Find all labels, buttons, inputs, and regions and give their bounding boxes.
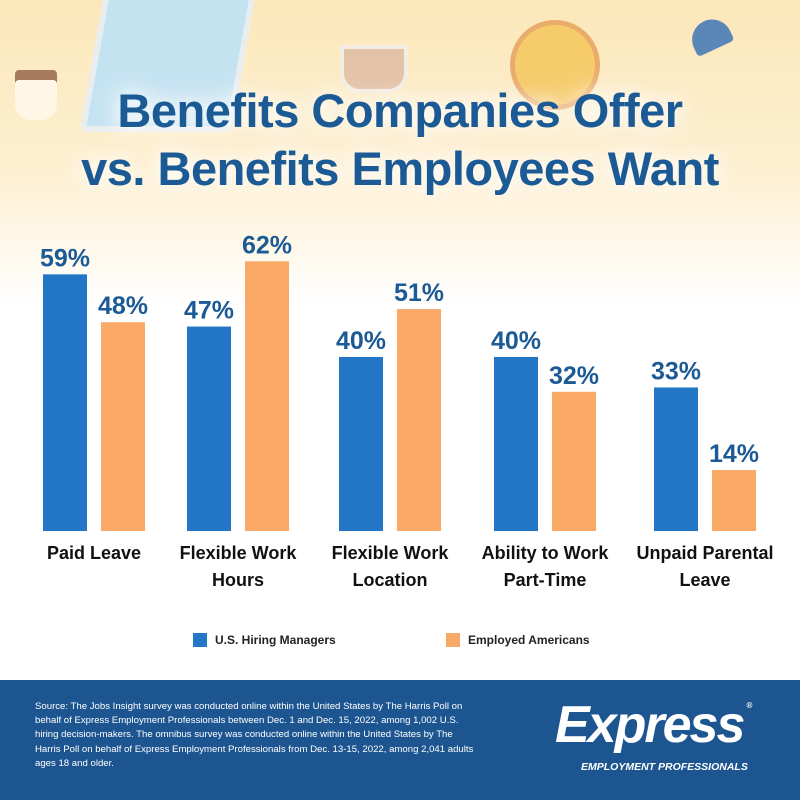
category-label: Ability to Work	[482, 543, 610, 563]
legend-label: U.S. Hiring Managers	[215, 633, 336, 647]
legend-swatch-orange	[446, 633, 460, 647]
bar	[101, 322, 145, 531]
coffee-cup-illustration	[15, 70, 57, 120]
category-label: Flexible Work	[180, 543, 298, 563]
data-label: 33%	[651, 357, 701, 385]
pizza-illustration	[510, 20, 600, 110]
category-label: Part-Time	[504, 570, 587, 590]
footer: Source: The Jobs Insight survey was cond…	[0, 680, 800, 800]
data-label: 62%	[242, 231, 292, 259]
data-label: 59%	[40, 244, 90, 272]
bar	[187, 326, 231, 531]
category-label: Flexible Work	[332, 543, 450, 563]
bar	[43, 274, 87, 531]
category-label: Unpaid Parental	[636, 543, 773, 563]
legend-item-hiring-managers: U.S. Hiring Managers	[193, 633, 336, 647]
bar-chart: 59% 48% Paid Leave 47% 62% Flexible Work Hours…	[40, 231, 774, 590]
category-label: Paid Leave	[47, 543, 141, 563]
source-note: Source: The Jobs Insight survey was cond…	[35, 701, 474, 769]
legend-item-employed-americans: Employed Americans	[446, 633, 590, 647]
bar	[712, 470, 756, 531]
bar	[552, 391, 596, 531]
data-label: 40%	[336, 327, 386, 355]
legend-swatch-blue	[193, 633, 207, 647]
data-label: 48%	[98, 292, 148, 320]
data-label: 47%	[184, 297, 234, 325]
title-line-2: vs. Benefits Employees Want	[81, 142, 719, 195]
plant-illustration	[340, 45, 408, 93]
data-label: 32%	[549, 362, 599, 390]
category-label: Location	[353, 570, 428, 590]
category-label: Leave	[679, 570, 730, 590]
data-label: 40%	[491, 327, 541, 355]
chart-title: Benefits Companies Offer vs. Benefits Em…	[0, 82, 800, 198]
bar	[494, 357, 538, 531]
category-label: Hours	[212, 570, 264, 590]
data-label: 51%	[394, 279, 444, 307]
bar	[654, 387, 698, 531]
bar	[397, 309, 441, 531]
title-line-1: Benefits Companies Offer	[117, 84, 683, 137]
express-logo: Express ® EMPLOYMENT PROFESSIONALS	[555, 694, 752, 774]
logo-subtitle: EMPLOYMENT PROFESSIONALS	[581, 761, 748, 773]
bar	[245, 261, 289, 531]
legend-label: Employed Americans	[468, 633, 590, 647]
logo-wordmark: Express ®	[555, 694, 752, 756]
logo-main-text: Express	[555, 696, 745, 754]
data-label: 14%	[709, 440, 759, 468]
registered-mark-icon: ®	[746, 701, 752, 710]
bar	[339, 357, 383, 531]
